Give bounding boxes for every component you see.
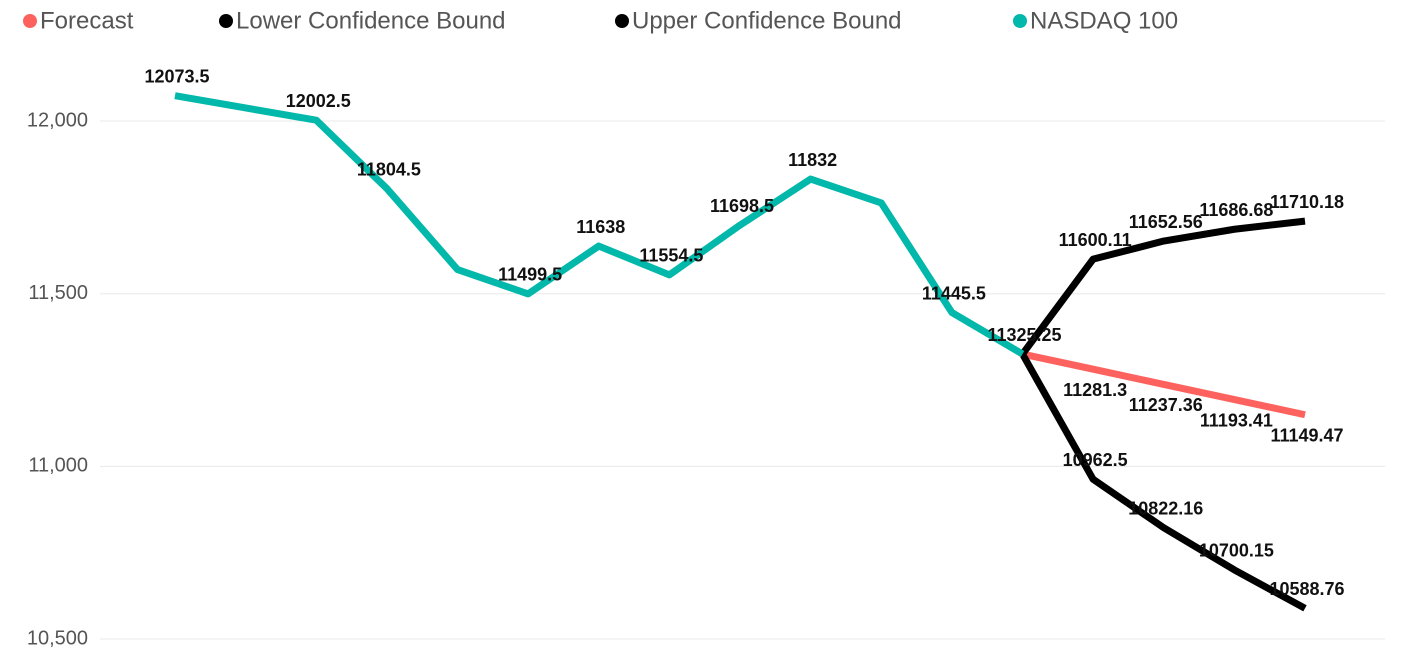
legend-marker xyxy=(1013,14,1027,28)
y-tick-label: 11,000 xyxy=(28,455,88,477)
data-label: 10822.16 xyxy=(1128,499,1203,519)
data-label: 11499.5 xyxy=(498,265,562,285)
series-line xyxy=(1021,350,1306,419)
data-label: 11832 xyxy=(788,150,837,170)
y-tick-label: 10,500 xyxy=(27,627,88,649)
legend-marker xyxy=(219,14,233,28)
legend-label: Lower Confidence Bound xyxy=(236,7,506,34)
y-tick-label: 12,000 xyxy=(27,109,88,131)
data-label: 11193.41 xyxy=(1200,410,1273,430)
data-label: 11149.47 xyxy=(1270,425,1343,445)
data-label: 10700.15 xyxy=(1199,541,1274,561)
data-label: 11804.5 xyxy=(357,159,421,179)
data-label: 12073.5 xyxy=(144,66,209,86)
legend-marker xyxy=(615,14,629,28)
data-label: 11686.68 xyxy=(1199,200,1273,220)
data-label: 11237.36 xyxy=(1129,395,1203,415)
legend-label: Upper Confidence Bound xyxy=(632,7,902,34)
data-label: 11710.18 xyxy=(1270,192,1344,212)
data-label: 11445.5 xyxy=(922,283,986,303)
data-label: 11638 xyxy=(576,217,625,237)
data-label: 10588.76 xyxy=(1269,579,1344,599)
data-label: 11698.5 xyxy=(710,196,774,216)
series-line xyxy=(1019,217,1306,357)
data-label: 11600.11 xyxy=(1059,230,1132,250)
y-tick-label: 11,500 xyxy=(28,282,88,304)
data-label: 11652.56 xyxy=(1129,212,1203,232)
legend-marker xyxy=(23,14,37,28)
data-label: 10962.5 xyxy=(1063,450,1128,470)
series-line xyxy=(1019,352,1307,612)
series-line xyxy=(174,92,1025,358)
data-label: 11281.3 xyxy=(1063,380,1127,400)
legend-label: NASDAQ 100 xyxy=(1030,7,1178,34)
data-label: 11325.25 xyxy=(987,325,1061,345)
data-label: 12002.5 xyxy=(286,91,351,111)
legend-label: Forecast xyxy=(40,7,134,34)
data-label: 11554.5 xyxy=(639,246,703,266)
